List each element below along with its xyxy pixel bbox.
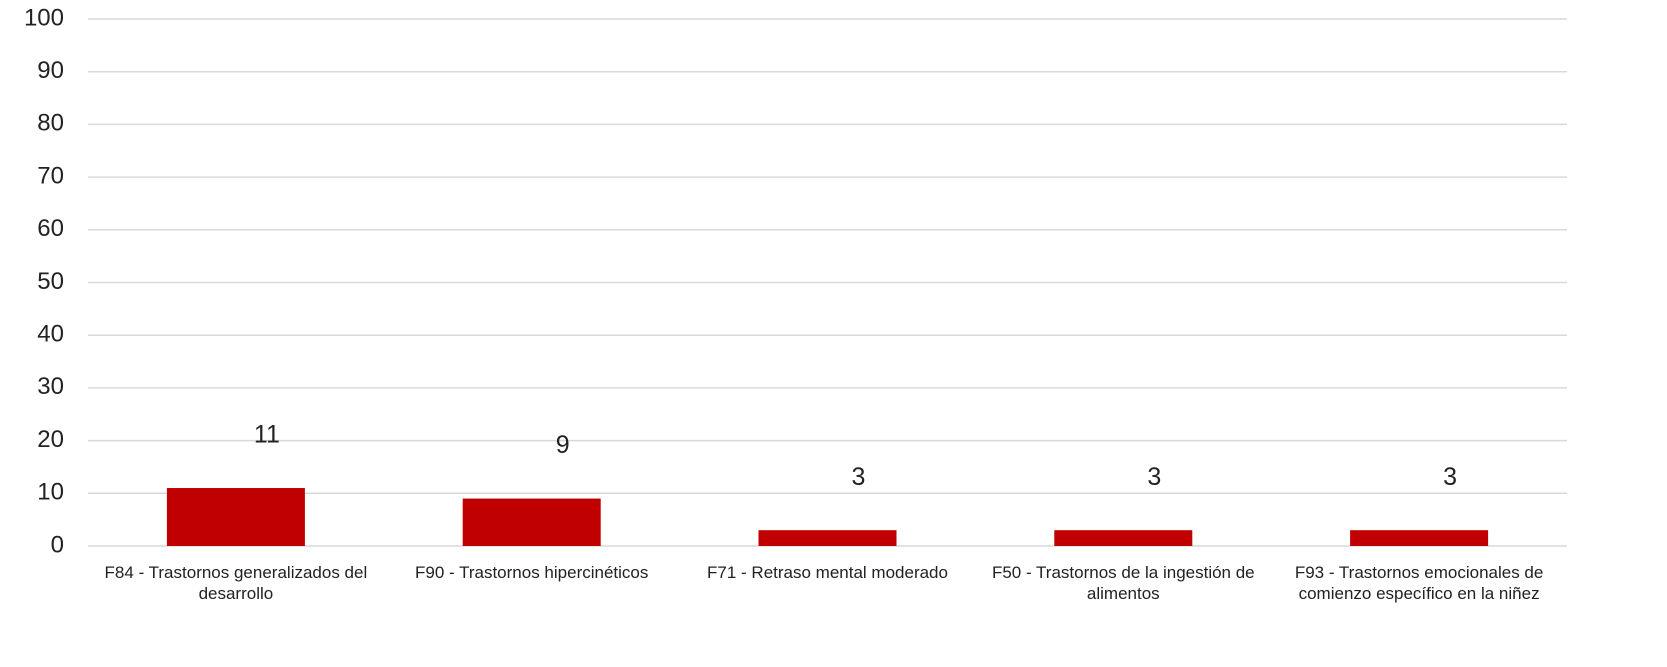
data-label: 3 <box>1443 463 1457 491</box>
x-tick-label: F71 - Retraso mental moderado <box>707 563 948 582</box>
data-label: 11 <box>254 421 280 449</box>
data-label: 3 <box>1147 463 1161 491</box>
bar <box>758 530 897 546</box>
y-tick-label: 0 <box>51 531 64 558</box>
x-tick-label: F84 - Trastornos generalizados del desarr… <box>105 563 368 603</box>
x-tick-label: F93 - Trastornos emocionales de comienzo … <box>1295 563 1544 603</box>
x-tick-label: F90 - Trastornos hipercinéticos <box>415 563 648 582</box>
y-tick-label: 90 <box>37 57 64 84</box>
bar <box>166 488 305 546</box>
bar <box>1350 530 1489 546</box>
y-tick-label: 80 <box>37 110 64 137</box>
y-tick-label: 40 <box>37 321 64 348</box>
bar <box>462 498 601 546</box>
y-tick-label: 70 <box>37 162 64 189</box>
x-tick-label: F50 - Trastornos de la ingestión de alime… <box>992 563 1255 603</box>
y-tick-label: 30 <box>37 373 64 400</box>
bar <box>1054 530 1193 546</box>
y-tick-label: 60 <box>37 215 64 242</box>
y-tick-label: 10 <box>37 479 64 506</box>
data-label: 9 <box>556 431 570 459</box>
data-label: 3 <box>852 463 866 491</box>
y-tick-label: 20 <box>37 426 64 453</box>
y-tick-label: 50 <box>37 268 64 295</box>
y-tick-label: 100 <box>24 4 64 31</box>
